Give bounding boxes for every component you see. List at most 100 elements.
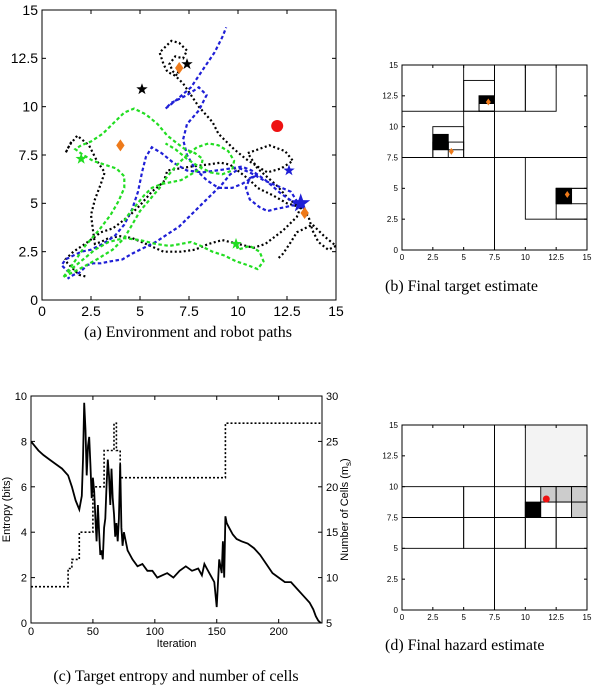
y2-tick-label: 25 xyxy=(326,436,338,448)
y-tick-label: 7.5 xyxy=(387,153,399,162)
y2-tick-label: 15 xyxy=(326,527,338,539)
x-tick-label: 12.5 xyxy=(548,253,564,262)
y-tick-label: 6 xyxy=(21,482,27,494)
grid-cell xyxy=(401,157,495,251)
robot-marker xyxy=(230,237,242,249)
y-tick-label: 15 xyxy=(389,421,398,430)
grid-cell xyxy=(555,486,573,503)
y-tick-label: 0 xyxy=(394,246,399,255)
y-tick-label: 2 xyxy=(21,573,27,585)
x-tick-label: 2.5 xyxy=(427,613,439,622)
grid-cell xyxy=(524,501,542,518)
y-tick-label: 10 xyxy=(15,391,27,403)
robot-marker xyxy=(291,193,311,212)
y-tick-label: 10 xyxy=(22,99,38,115)
robot-marker xyxy=(181,58,193,69)
y-tick-label: 12.5 xyxy=(382,452,398,461)
x-tick-label: 10 xyxy=(521,613,530,622)
plot-frame xyxy=(30,395,323,624)
robot-path-9 xyxy=(63,142,236,278)
x-tick-label: 0 xyxy=(400,613,405,622)
panel-c-entropy-plot: 0 50 100 150 200 0 2 4 6 8 10 5 10 15 20 25 30 Iteration E… xyxy=(1,391,353,650)
x-tick-label: 2.5 xyxy=(427,253,439,262)
x-tick-label: 0 xyxy=(28,626,34,638)
y2-axis-label-sub: s xyxy=(344,462,353,466)
x-tick-label: 12.5 xyxy=(273,303,300,319)
x-tick-label: 150 xyxy=(208,626,226,638)
y-tick-label: 10 xyxy=(389,482,398,491)
x-tick-label: 100 xyxy=(146,626,164,638)
robot-path-8 xyxy=(62,107,204,278)
robot-path-1 xyxy=(64,134,302,253)
panel-d-hazard-estimate-plot: 0 2.5 5 7.5 10 12.5 15 0 2.5 5 7.5 10 12.5 15 xyxy=(382,421,592,622)
robot-path-7 xyxy=(62,236,265,278)
x-tick-label: 10 xyxy=(230,303,246,319)
robot-marker xyxy=(283,164,295,176)
x-tick-label: 7.5 xyxy=(489,253,501,262)
y-tick-label: 2.5 xyxy=(387,575,399,584)
target-marker xyxy=(485,98,491,106)
x-tick-label: 0 xyxy=(38,303,46,319)
target-marker xyxy=(175,62,184,74)
x-axis-label: Iteration xyxy=(157,638,197,650)
x-tick-label: 5 xyxy=(136,303,144,319)
x-tick-label: 10 xyxy=(521,253,530,262)
cells-line xyxy=(31,422,322,588)
y2-tick-label: 5 xyxy=(326,618,332,630)
grid-cell xyxy=(540,501,557,518)
x-tick-label: 5 xyxy=(461,253,466,262)
x-tick-label: 7.5 xyxy=(489,613,501,622)
x-tick-label: 7.5 xyxy=(179,303,199,319)
hazard-marker xyxy=(542,495,550,503)
grid-cell xyxy=(401,517,495,611)
y-tick-label: 2.5 xyxy=(387,215,399,224)
grid-cell xyxy=(571,501,588,518)
y-tick-label: 5 xyxy=(30,195,38,211)
grid-cell xyxy=(494,517,588,611)
grid-cell xyxy=(555,187,573,205)
robot-path-3 xyxy=(276,206,339,261)
target-marker xyxy=(300,207,309,219)
grid-cell xyxy=(555,501,573,518)
y2-axis-label-end: ) xyxy=(339,458,351,462)
grid-cell xyxy=(555,517,588,549)
caption-d: (d) Final hazard estimate xyxy=(385,637,545,654)
panel-a-environment-plot: 0 2.5 5 7.5 10 12.5 15 0 2.5 5 7.5 10 12.5 15 xyxy=(11,2,344,319)
x-tick-label: 15 xyxy=(328,303,344,319)
y-tick-label: 10 xyxy=(389,122,398,131)
grid-cell xyxy=(401,424,495,518)
x-tick-label: 200 xyxy=(269,626,287,638)
y-tick-label: 15 xyxy=(389,61,398,70)
y-axis-label: Entropy (bits) xyxy=(1,477,13,542)
robot-path-6 xyxy=(66,167,302,280)
robot-path-0 xyxy=(158,39,302,209)
y-tick-label: 8 xyxy=(21,436,27,448)
grid-cell xyxy=(432,133,449,151)
robot-marker xyxy=(136,83,148,95)
x-tick-label: 12.5 xyxy=(548,613,564,622)
x-tick-label: 5 xyxy=(461,613,466,622)
y-tick-label: 12.5 xyxy=(382,92,398,101)
robot-marker xyxy=(75,152,87,164)
y-tick-label: 7.5 xyxy=(387,513,399,522)
x-tick-label: 50 xyxy=(87,626,99,638)
x-tick-label: 15 xyxy=(583,613,592,622)
target-marker xyxy=(116,139,125,152)
grid-cell xyxy=(447,141,465,151)
y2-tick-label: 20 xyxy=(326,482,338,494)
entropy-line xyxy=(30,402,322,624)
x-tick-label: 2.5 xyxy=(81,303,101,319)
hazard-marker xyxy=(271,120,284,132)
grid-cell xyxy=(571,486,588,503)
grid-cell xyxy=(478,103,495,112)
grid-cell xyxy=(478,95,495,104)
y2-axis-label: Number of Cells (ms) xyxy=(339,458,353,560)
caption-b: (b) Final target estimate xyxy=(385,278,538,295)
y-tick-label: 0 xyxy=(21,618,27,630)
x-tick-label: 15 xyxy=(583,253,592,262)
grid-cell xyxy=(524,64,557,112)
y-tick-label: 15 xyxy=(22,2,38,18)
robot-path-5 xyxy=(60,145,302,272)
grid-cell xyxy=(524,424,588,488)
target-marker xyxy=(564,191,570,198)
